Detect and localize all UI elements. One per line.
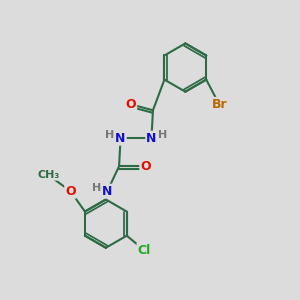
Text: N: N — [146, 132, 157, 145]
Text: N: N — [102, 185, 112, 198]
Text: CH₃: CH₃ — [37, 170, 59, 180]
Text: H: H — [105, 130, 114, 140]
Text: O: O — [140, 160, 151, 173]
Text: Br: Br — [212, 98, 227, 111]
Text: H: H — [158, 130, 167, 140]
Text: Cl: Cl — [137, 244, 151, 256]
Text: O: O — [125, 98, 136, 111]
Text: N: N — [116, 132, 126, 145]
Text: H: H — [92, 183, 101, 193]
Text: O: O — [65, 185, 76, 198]
